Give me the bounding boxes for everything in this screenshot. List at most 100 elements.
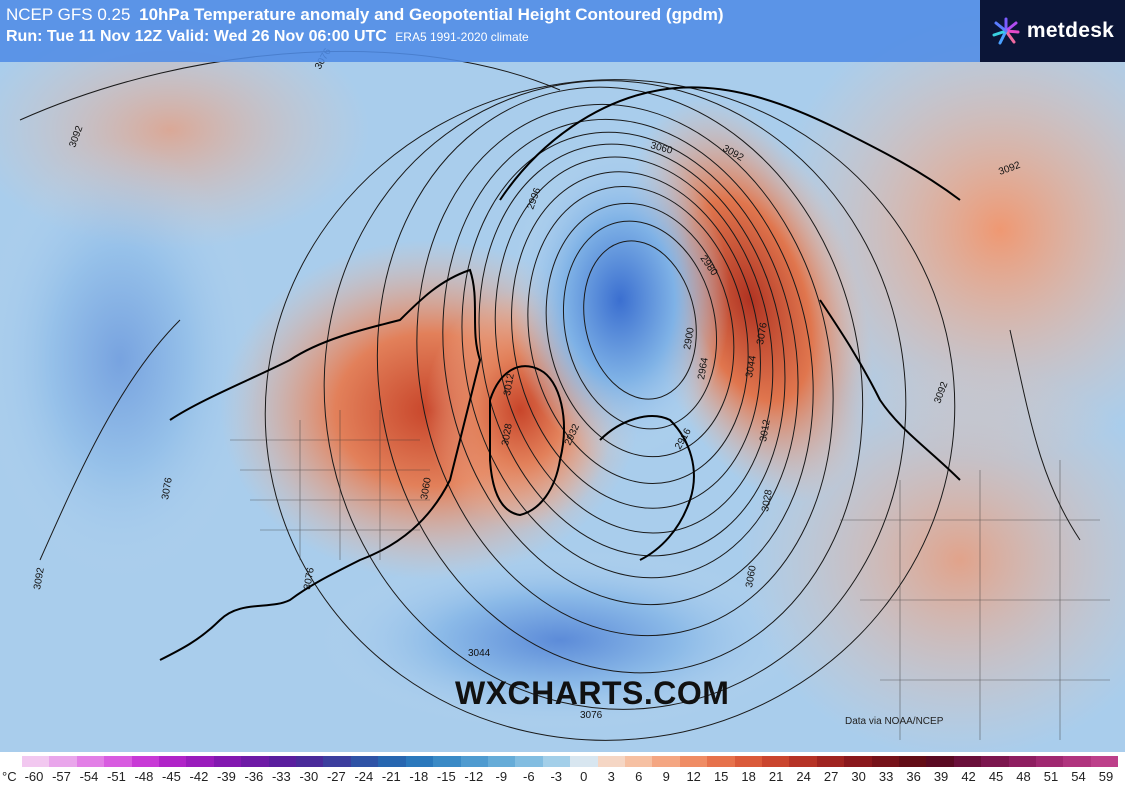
border-line bbox=[840, 519, 1110, 681]
legend-tick-label: -48 bbox=[134, 769, 154, 784]
legend-tick-label: 6 bbox=[635, 769, 643, 784]
legend-swatch bbox=[1036, 756, 1064, 767]
legend-swatch bbox=[350, 756, 379, 767]
legend-tick-label: -18 bbox=[409, 769, 429, 784]
contour-ring bbox=[545, 202, 735, 458]
border-line bbox=[299, 410, 381, 560]
legend-tick-label: -57 bbox=[52, 769, 71, 784]
contour-ring bbox=[416, 103, 834, 637]
legend-tick-label: -42 bbox=[189, 769, 209, 784]
coastlines bbox=[159, 86, 961, 661]
legend-swatch bbox=[378, 756, 406, 767]
legend-swatch bbox=[49, 756, 77, 767]
legend-tick-label: 15 bbox=[713, 769, 729, 784]
contour-label: 3028 bbox=[760, 488, 775, 512]
legend-swatch bbox=[816, 756, 845, 767]
contour-label: 3076 bbox=[160, 476, 175, 500]
legend-swatch bbox=[186, 756, 214, 767]
legend-swatch bbox=[844, 756, 872, 767]
model-name: NCEP GFS 0.25 bbox=[6, 5, 131, 24]
legend-swatch bbox=[679, 756, 708, 767]
legend-tick-label: -3 bbox=[550, 769, 563, 784]
legend-unit: °C bbox=[2, 769, 17, 784]
contour-label: 3092 bbox=[32, 566, 47, 590]
legend-swatch bbox=[597, 756, 625, 767]
legend-swatch bbox=[899, 756, 927, 767]
legend-swatch bbox=[515, 756, 543, 767]
legend-tick-label: 0 bbox=[580, 769, 588, 784]
legend-swatch bbox=[926, 756, 954, 767]
legend-tick-label: -33 bbox=[271, 769, 291, 784]
legend-tick-label: -30 bbox=[299, 769, 319, 784]
legend-tick-label: 27 bbox=[823, 769, 839, 784]
legend-swatch bbox=[131, 756, 160, 767]
contour-ring bbox=[478, 143, 786, 557]
legend-tick-label: -15 bbox=[436, 769, 456, 784]
cold-anomaly-pacific bbox=[320, 550, 800, 730]
chart-header: NCEP GFS 0.25 10hPa Temperature anomaly … bbox=[0, 0, 980, 62]
east-asia-coast bbox=[819, 299, 961, 481]
legend-swatch bbox=[981, 756, 1009, 767]
legend-swatch bbox=[734, 756, 762, 767]
data-credit: Data via NOAA/NCEP bbox=[845, 716, 944, 727]
contour-label: 3060 bbox=[419, 476, 434, 500]
brand-logo[interactable]: metdesk bbox=[980, 0, 1125, 62]
legend-tick-label: 51 bbox=[1043, 769, 1059, 784]
legend-swatch bbox=[1008, 756, 1037, 767]
border-line bbox=[899, 460, 1061, 740]
legend-tick-label: -6 bbox=[522, 769, 535, 784]
legend-tick-label: -51 bbox=[107, 769, 126, 784]
legend-swatch bbox=[22, 756, 50, 767]
legend-tick-label: 45 bbox=[988, 769, 1004, 784]
legend-swatch bbox=[460, 756, 488, 767]
north-america-coast bbox=[159, 268, 482, 661]
legend-tick-label: -60 bbox=[24, 769, 44, 784]
parameter-title: 10hPa Temperature anomaly and Geopotenti… bbox=[139, 5, 724, 24]
legend-swatch bbox=[433, 756, 461, 767]
watermark: WXCHARTS.COM bbox=[455, 675, 730, 711]
contour-ring bbox=[264, 79, 956, 741]
contour-label: 2964 bbox=[696, 356, 711, 380]
legend-swatch bbox=[789, 756, 817, 767]
run-valid-label: Run: Tue 11 Nov 12Z Valid: Wed 26 Nov 06… bbox=[6, 28, 387, 45]
legend-tick-label: -12 bbox=[464, 769, 484, 784]
contour-label: 2900 bbox=[682, 326, 697, 350]
legend-tick-label: -21 bbox=[381, 769, 401, 784]
contour-ring bbox=[562, 220, 718, 430]
legend-swatch bbox=[761, 756, 790, 767]
legend-tick-label: -54 bbox=[79, 769, 99, 784]
contour-ring bbox=[461, 131, 799, 579]
contour-label: 3012 bbox=[758, 418, 773, 442]
contour-label: 3028 bbox=[500, 422, 515, 446]
legend-tick-label: 33 bbox=[878, 769, 894, 784]
legend-ticks: -60 -57 -54 -51 -48 -45 -42 -39 -36 -33 -30 -27 -24-… bbox=[22, 769, 1118, 787]
legend-swatch bbox=[104, 756, 132, 767]
legend-swatch bbox=[570, 756, 598, 767]
legend-tick-label: 30 bbox=[851, 769, 866, 784]
legend-color-bar bbox=[22, 756, 1119, 767]
legend-swatch bbox=[542, 756, 571, 767]
metdesk-burst-icon bbox=[992, 17, 1020, 45]
climate-reference: ERA5 1991-2020 climate bbox=[395, 30, 529, 44]
legend-swatch bbox=[707, 756, 735, 767]
contour-label: 3076 bbox=[755, 321, 770, 345]
legend-swatch bbox=[1090, 756, 1119, 767]
scandinavia-coast bbox=[599, 415, 695, 561]
borders bbox=[230, 410, 1110, 740]
greenland-coast bbox=[489, 365, 565, 517]
run-line: Run: Tue 11 Nov 12Z Valid: Wed 26 Nov 06… bbox=[6, 26, 980, 48]
title-line: NCEP GFS 0.25 10hPa Temperature anomaly … bbox=[6, 4, 980, 26]
contour-ring bbox=[527, 186, 749, 484]
border-line bbox=[230, 439, 430, 531]
height-contours bbox=[19, 50, 1081, 741]
contour-label: 3044 bbox=[744, 354, 759, 378]
legend-tick-label: 18 bbox=[741, 769, 756, 784]
legend-swatch bbox=[624, 756, 653, 767]
legend-tick-label: 36 bbox=[906, 769, 921, 784]
legend-swatch bbox=[652, 756, 680, 767]
contour-ring bbox=[511, 171, 761, 509]
legend-tick-label: 48 bbox=[1016, 769, 1031, 784]
legend-tick-label: -9 bbox=[495, 769, 508, 784]
contour-outer-3092-sw bbox=[39, 319, 181, 561]
contour-label: 3060 bbox=[744, 564, 759, 588]
